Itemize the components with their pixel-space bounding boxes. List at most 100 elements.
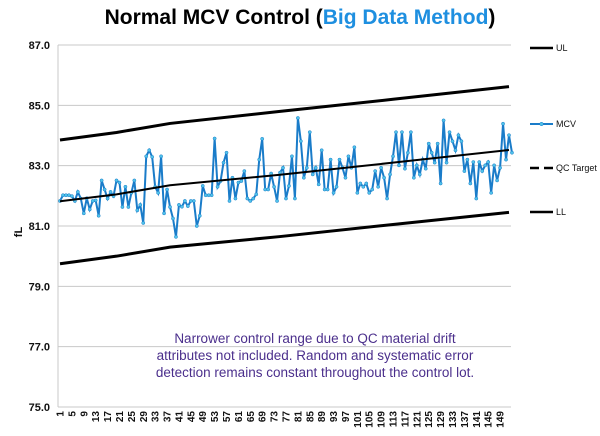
data-point-mcv [239,179,244,183]
y-tick-label: 83.0 [29,161,50,173]
data-point-mcv [438,181,443,186]
data-point-mcv [212,136,217,141]
data-point-mcv [275,199,279,203]
x-tick-label: 121 [412,411,423,428]
data-point-mcv [432,160,437,165]
data-point-mcv [358,181,363,186]
x-tick-label: 101 [353,411,364,428]
y-tick-label: 77.0 [29,342,50,354]
title-highlight: Big Data Method [322,6,489,29]
y-tick-label: 75.0 [29,402,50,414]
x-tick-label: 49 [198,411,209,423]
data-point-mcv [459,139,464,144]
data-point-mcv [96,213,101,218]
x-tick-label: 9 [79,411,90,417]
x-tick-label: 129 [436,411,447,428]
data-point-mcv [444,160,449,165]
data-point-mcv [429,150,434,155]
data-point-mcv [242,169,247,173]
data-point-mcv [90,199,95,203]
legend-label: MCV [556,119,576,129]
legend-label: UL [556,43,568,53]
data-point-mcv [120,205,125,209]
data-point-mcv [159,154,163,159]
data-point-mcv [426,141,431,146]
data-point-mcv [260,136,265,141]
data-point-mcv [325,187,330,192]
data-point-mcv [183,199,187,203]
data-point-mcv [236,180,241,185]
data-point-mcv [156,190,160,195]
data-point-mcv [191,199,196,203]
data-point-mcv [203,193,208,198]
data-point-mcv [465,157,470,162]
data-point-mcv [373,169,378,173]
data-point-mcv [64,193,68,198]
x-tick-label: 89 [317,411,328,423]
data-point-mcv [138,203,143,207]
data-point-mcv [102,187,107,192]
data-point-mcv [293,196,297,201]
y-tick-label: 85.0 [29,100,50,112]
data-point-mcv [388,172,392,177]
data-point-mcv [486,160,491,164]
series-ul-line [59,85,510,142]
x-tick-label: 109 [377,411,388,428]
data-point-mcv [468,181,473,186]
data-point-mcv [296,116,300,120]
data-point-mcv [322,187,327,192]
y-tick-label: 79.0 [29,281,50,293]
x-tick-label: 45 [186,411,197,423]
legend-label: QC Target [556,163,597,173]
legend-marker [539,121,544,127]
data-point-mcv [248,199,253,203]
data-point-mcv [355,190,360,195]
data-point-mcv [75,190,80,194]
x-tick-label: 141 [472,411,483,428]
legend-item-ul: UL [530,43,568,53]
x-tick-label: 25 [127,411,138,423]
data-point-mcv [450,139,455,144]
data-point-mcv [233,196,238,201]
x-tick-label: 53 [210,411,221,423]
data-point-mcv [409,130,413,135]
data-point-mcv [346,154,351,159]
data-point-mcv [168,205,172,209]
data-point-mcv [441,118,446,123]
data-point-mcv [406,150,410,155]
data-point-mcv [331,190,336,195]
legend-item-qc-target: QC Target [530,163,597,173]
x-tick-label: 29 [139,411,150,423]
x-tick-label: 65 [246,411,257,423]
data-point-mcv [304,165,309,170]
data-point-mcv [135,208,140,213]
data-point-mcv [254,192,259,197]
x-tick-label: 5 [67,411,78,417]
data-point-mcv [414,163,419,168]
data-point-mcv [224,150,229,155]
data-point-mcv [227,199,232,203]
data-point-mcv [221,160,226,165]
data-point-mcv [328,157,333,162]
x-tick-label: 37 [163,411,174,423]
data-point-mcv [319,148,324,153]
data-point-mcv [417,172,422,177]
x-tick-label: 113 [389,411,400,428]
data-point-mcv [334,184,339,189]
title-part-1: Normal MCV Control ( [104,6,323,29]
data-point-mcv [423,166,428,171]
data-point-mcv [272,184,276,189]
chart-title: Normal MCV Control (Big Data Method) [0,6,600,30]
x-tick-label: 73 [270,411,281,423]
legend-label: LL [556,207,566,217]
data-point-mcv [197,213,202,218]
data-point-mcv [474,196,479,201]
x-tick-label: 117 [400,411,411,428]
data-point-mcv [81,211,86,216]
data-point-mcv [114,178,119,183]
data-point-mcv [150,155,155,159]
legend-item-ll: LL [530,207,566,217]
data-point-mcv [376,184,381,189]
data-point-mcv [313,165,318,170]
